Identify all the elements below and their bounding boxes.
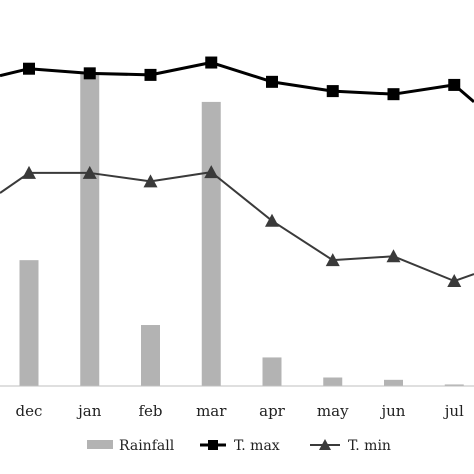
point-tmin-jun [386,249,401,263]
point-tmax-mar [205,56,218,69]
x-tick-dec: dec [16,402,43,420]
point-tmax-feb [144,68,157,81]
line-tmax [0,61,474,104]
legend: Rainfall T. max T. min [87,438,391,454]
legend-label-tmax: T. max [234,438,280,454]
point-tmin-may [325,253,340,267]
bar-rainfall-jan [80,73,100,386]
x-tick-mar: mar [196,402,227,420]
bar-rainfall-apr [262,357,282,386]
legend-marker-tmax [208,440,218,450]
x-tick-may: may [317,402,349,420]
bar-rainfall-jul [444,384,464,386]
point-tmax-apr [266,75,278,88]
legend-label-tmin: T. min [348,438,391,454]
point-tmin-jul [447,274,462,288]
legend-label-rainfall: Rainfall [119,438,175,454]
point-tmax-jul [448,78,461,91]
point-tmin-mar [204,165,219,179]
bar-rainfall-mar [201,101,221,387]
bar-rainfall-feb [141,325,160,386]
x-tick-apr: apr [259,402,286,420]
bar-rainfall-jun [384,379,403,386]
point-tmin-feb [143,174,158,188]
point-tmax-jun [387,88,400,101]
bar-rainfall-dec [19,260,39,386]
x-tick-labels: dec jan feb mar apr may jun jul [16,402,464,420]
x-tick-jan: jan [76,402,102,420]
line-series [0,56,474,288]
point-tmin-jan [82,165,97,179]
point-tmax-dec [23,62,35,75]
legend-marker-tmin [319,439,331,450]
rainfall-bars [19,73,464,387]
bar-rainfall-may [323,377,343,386]
x-tick-feb: feb [138,402,162,420]
point-tmax-jan [83,67,96,80]
legend-swatch-rainfall [87,440,113,449]
point-tmin-dec [22,165,36,179]
x-tick-jul: jul [443,402,464,420]
point-tmax-may [326,85,339,98]
point-tmin-apr [265,213,279,227]
x-tick-jun: jun [380,402,406,420]
line-tmin [0,171,474,283]
